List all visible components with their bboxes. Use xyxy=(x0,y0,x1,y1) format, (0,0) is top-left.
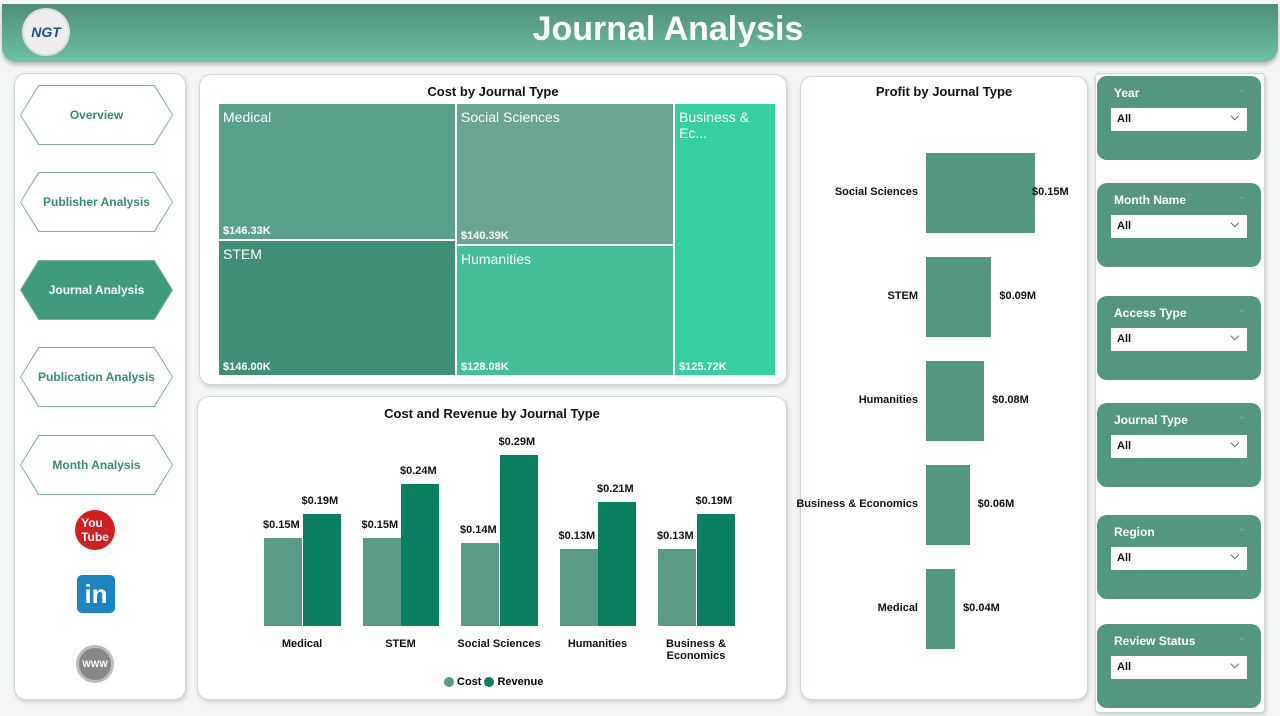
data-label: $0.06M xyxy=(977,498,1015,510)
nav-publisher-analysis[interactable]: Publisher Analysis xyxy=(20,172,173,232)
data-label: $0.08M xyxy=(992,394,1029,406)
chevron-down-icon: ⌵ xyxy=(1230,550,1239,562)
profit-bar[interactable] xyxy=(926,465,970,545)
bar-revenue[interactable] xyxy=(499,455,538,626)
tile-name: Social Sciences xyxy=(461,109,560,125)
bar-cost[interactable] xyxy=(362,537,401,626)
x-tick-label: Social Sciences xyxy=(457,638,541,650)
bar-cost[interactable] xyxy=(461,543,499,626)
slicer-review-status: Review Status ⌄ All ⌵ xyxy=(1097,624,1261,708)
linkedin-icon[interactable]: in xyxy=(77,575,115,613)
slicer-dropdown[interactable]: All ⌵ xyxy=(1111,108,1247,131)
x-tick-label: STEM xyxy=(385,638,416,650)
data-label: $0.15M xyxy=(361,518,399,531)
y-tick-label: Social Sciences xyxy=(834,186,918,198)
treemap-tile[interactable]: Humanities $128.08K xyxy=(456,245,674,376)
tile-value: $146.00K xyxy=(223,361,271,373)
x-tick-label: Business & Economics xyxy=(666,638,726,662)
chevron-down-icon[interactable]: ⌄ xyxy=(1237,522,1247,534)
nav-month-analysis[interactable]: Month Analysis xyxy=(20,435,173,495)
data-label: $0.13M xyxy=(657,530,694,543)
chevron-down-icon: ⌵ xyxy=(1230,331,1239,343)
slicer-dropdown[interactable]: All ⌵ xyxy=(1111,328,1247,351)
treemap-tile[interactable]: Medical $146.33K xyxy=(218,103,456,240)
y-tick-label: Medical xyxy=(877,602,918,614)
profit-bar[interactable] xyxy=(926,569,956,649)
chevron-down-icon[interactable]: ⌄ xyxy=(1237,410,1247,422)
treemap-tile[interactable]: Business & Ec... $125.72K xyxy=(674,103,776,376)
bar-revenue[interactable] xyxy=(401,484,439,626)
data-label: $0.21M xyxy=(597,483,634,496)
www-icon[interactable]: WWW xyxy=(76,645,114,683)
data-label: $0.15M xyxy=(263,518,300,531)
slicer-dropdown[interactable]: All ⌵ xyxy=(1111,215,1247,238)
slicer-region: Region ⌄ All ⌵ xyxy=(1097,515,1261,599)
chevron-down-icon: ⌵ xyxy=(1230,438,1239,450)
filter-panel xyxy=(1095,73,1265,713)
tile-name: Humanities xyxy=(461,251,532,267)
tile-value: $125.72K xyxy=(679,361,727,373)
data-label: $0.24M xyxy=(400,465,437,478)
chevron-down-icon[interactable]: ⌄ xyxy=(1237,631,1247,643)
nav-publication-analysis[interactable]: Publication Analysis xyxy=(20,347,173,407)
slicer-dropdown[interactable]: All ⌵ xyxy=(1111,435,1247,458)
profit-bar[interactable] xyxy=(926,361,985,441)
treemap-tile[interactable]: Social Sciences $140.39K xyxy=(456,103,674,245)
chevron-down-icon: ⌵ xyxy=(1230,218,1239,230)
data-label: $0.14M xyxy=(460,524,497,537)
slicer-access-type: Access Type ⌄ All ⌵ xyxy=(1097,296,1261,380)
bar-revenue[interactable] xyxy=(302,513,341,626)
slicer-year: Year ⌄ All ⌵ xyxy=(1097,76,1261,160)
treemap-tile[interactable]: STEM $146.00K xyxy=(218,240,456,376)
slicer-dropdown[interactable]: All ⌵ xyxy=(1111,656,1247,679)
nav-journal-analysis[interactable]: Journal Analysis xyxy=(20,260,173,320)
tile-name: Business & Ec... xyxy=(679,109,750,141)
tile-value: $140.39K xyxy=(461,230,509,242)
data-label: $0.09M xyxy=(999,290,1037,302)
youtube-icon[interactable]: You Tube xyxy=(75,510,115,550)
x-tick-label: Humanities xyxy=(567,638,628,650)
bar-cost[interactable] xyxy=(264,537,302,626)
chevron-down-icon[interactable]: ⌄ xyxy=(1237,83,1247,95)
x-tick-label: Medical xyxy=(281,638,323,650)
data-label: $0.04M xyxy=(963,602,1000,614)
y-tick-label: STEM xyxy=(887,290,918,302)
header-bar xyxy=(2,4,1278,62)
profit-bar[interactable] xyxy=(926,153,1035,233)
tile-value: $128.08K xyxy=(461,361,509,373)
profit-bar[interactable] xyxy=(926,257,992,337)
nav-overview[interactable]: Overview xyxy=(20,85,173,145)
bar-revenue[interactable] xyxy=(598,502,636,626)
cost-revenue-title: Cost and Revenue by Journal Type xyxy=(384,406,600,421)
profit-title: Profit by Journal Type xyxy=(875,84,1013,99)
y-tick-label: Humanities xyxy=(858,394,918,406)
tile-name: Medical xyxy=(223,109,272,125)
chevron-down-icon: ⌵ xyxy=(1230,111,1239,123)
legend: Cost Revenue xyxy=(444,676,543,688)
tile-name: STEM xyxy=(223,246,262,262)
slicer-journal-type: Journal Type ⌄ All ⌵ xyxy=(1097,403,1261,487)
slicer-month-name: Month Name ⌄ All ⌵ xyxy=(1097,183,1261,267)
legend-revenue-swatch xyxy=(484,677,495,687)
data-label: $0.29M xyxy=(498,436,536,448)
data-label: $0.19M xyxy=(301,494,339,507)
chevron-down-icon[interactable]: ⌄ xyxy=(1237,190,1247,202)
legend-cost-swatch xyxy=(444,677,454,687)
tile-value: $146.33K xyxy=(223,225,271,237)
legend-cost[interactable]: Cost xyxy=(457,676,482,688)
page-title: Journal Analysis xyxy=(532,10,804,48)
y-tick-label: Business & Economics xyxy=(796,498,918,510)
treemap-title: Cost by Journal Type xyxy=(427,84,559,99)
chevron-down-icon: ⌵ xyxy=(1230,659,1239,671)
chevron-down-icon[interactable]: ⌄ xyxy=(1237,303,1247,315)
data-label: $0.19M xyxy=(695,494,733,507)
legend-revenue[interactable]: Revenue xyxy=(497,676,544,688)
bar-cost[interactable] xyxy=(559,549,598,626)
data-label: $0.15M xyxy=(1032,186,1069,198)
data-label: $0.13M xyxy=(558,530,596,543)
bar-cost[interactable] xyxy=(658,549,696,626)
logo: NGT xyxy=(22,8,70,56)
bar-revenue[interactable] xyxy=(696,513,735,626)
slicer-dropdown[interactable]: All ⌵ xyxy=(1111,547,1247,570)
